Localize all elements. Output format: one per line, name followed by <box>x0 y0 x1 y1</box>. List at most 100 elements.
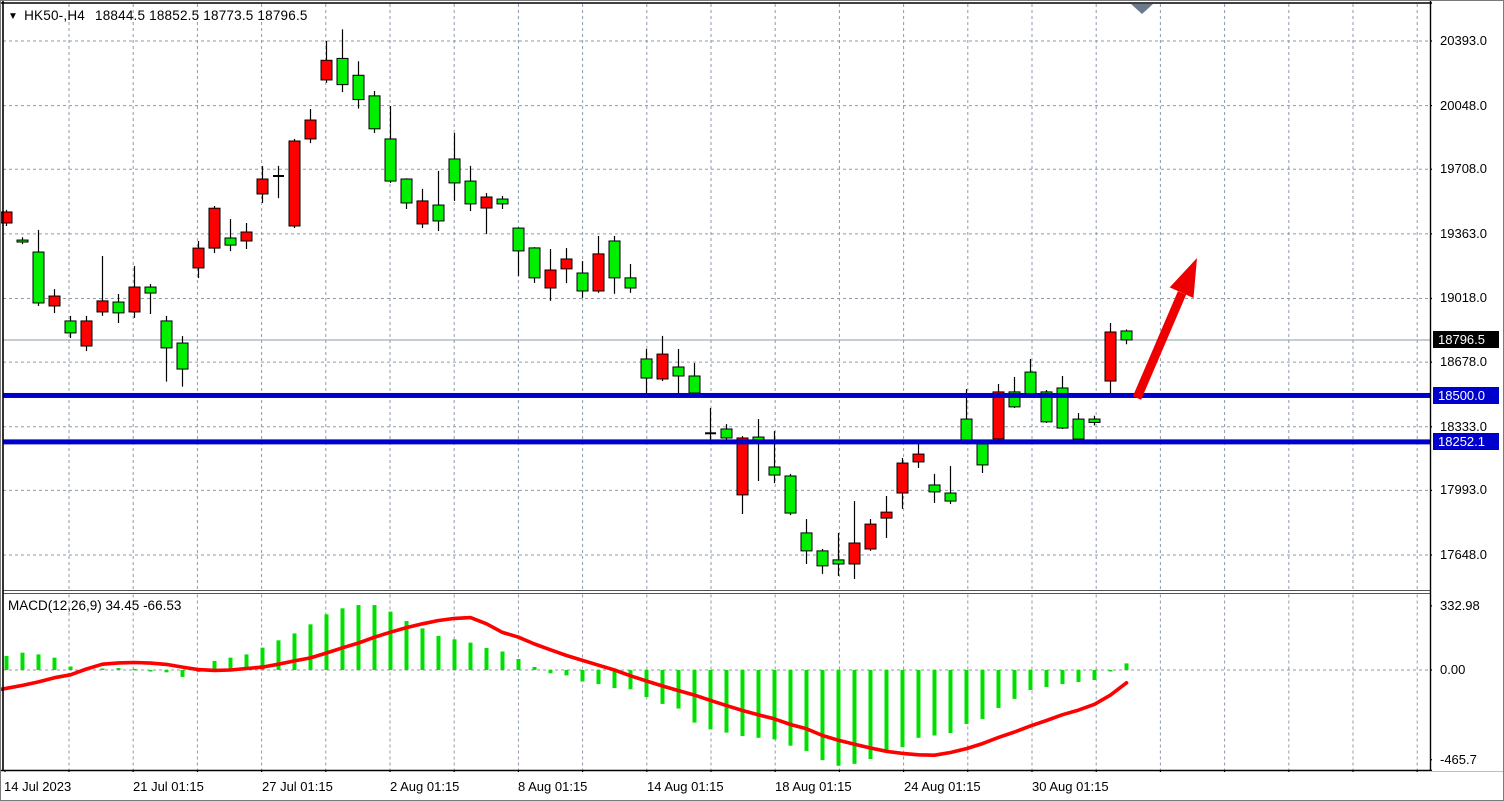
symbol-period-label: HK50-,H4 <box>24 8 85 23</box>
macd-histogram-bar <box>420 628 425 670</box>
macd-histogram-bar <box>4 655 9 670</box>
trend-arrow-shaft[interactable] <box>1132 291 1187 400</box>
up-candle <box>256 178 269 195</box>
down-candle <box>944 492 957 502</box>
down-candle <box>624 277 637 289</box>
macd-histogram-bar <box>228 657 233 670</box>
up-candle <box>416 200 429 225</box>
macd-histogram-bar <box>20 652 25 670</box>
macd-histogram-bar <box>596 670 601 685</box>
down-candle <box>448 158 461 184</box>
macd-histogram-bar <box>836 670 841 766</box>
down-candle <box>64 320 77 334</box>
time-axis-label: 30 Aug 01:15 <box>1032 779 1109 794</box>
macd-histogram-bar <box>868 670 873 760</box>
macd-histogram-bar <box>996 670 1001 708</box>
down-candle <box>976 443 989 466</box>
price-axis-label: 19363.0 <box>1440 225 1487 241</box>
time-axis[interactable]: 14 Jul 2023 21 Jul 01:15 27 Jul 01:15 2 Aug… <box>1 772 1503 800</box>
macd-histogram-bar <box>148 670 153 672</box>
macd-histogram-bar <box>516 659 521 670</box>
macd-histogram-bar <box>260 647 265 670</box>
macd-histogram-bar <box>436 635 441 670</box>
up-candle <box>1104 331 1117 382</box>
down-candle <box>1008 391 1021 408</box>
down-candle <box>352 74 365 101</box>
macd-axis-label: 332.98 <box>1440 597 1480 613</box>
down-candle <box>784 475 797 514</box>
macd-histogram-bar <box>324 614 329 670</box>
down-candle <box>1040 391 1053 423</box>
up-candle <box>992 391 1005 440</box>
macd-histogram-bar <box>1044 670 1049 687</box>
time-axis-label: 14 Jul 2023 <box>4 779 72 794</box>
ohlc-values: 18844.5 18852.5 18773.5 18796.5 <box>94 8 308 23</box>
macd-histogram-bar <box>580 670 585 682</box>
trend-arrow-head[interactable] <box>1169 258 1197 298</box>
macd-histogram-bar <box>932 670 937 736</box>
top-marker-icon <box>1131 4 1153 14</box>
time-axis-label: 21 Jul 01:15 <box>133 779 204 794</box>
macd-axis-label: -465.7 <box>1440 751 1477 767</box>
macd-histogram-bar <box>532 666 537 670</box>
up-candle <box>880 511 893 519</box>
macd-histogram-bar <box>180 670 185 677</box>
macd-histogram-bar <box>276 640 281 670</box>
up-candle <box>320 59 333 81</box>
macd-histogram-bar <box>468 642 473 670</box>
macd-histogram-bar <box>36 654 41 670</box>
macd-histogram-bar <box>548 670 553 674</box>
macd-histogram-bar <box>1124 663 1129 670</box>
down-candle <box>832 559 845 565</box>
down-candle <box>1056 387 1069 429</box>
macd-histogram-bar <box>388 611 393 670</box>
macd-histogram-bar <box>100 668 105 670</box>
price-tag: 18796.5 <box>1433 331 1499 349</box>
up-candle <box>736 437 749 496</box>
down-candle <box>528 247 541 279</box>
macd-histogram-bar <box>788 670 793 746</box>
support-level-line[interactable] <box>3 439 1431 445</box>
down-candle <box>1024 371 1037 395</box>
macd-histogram-bar <box>1012 670 1017 699</box>
indicator-label: MACD(12,26,9) 34.45 -66.53 <box>8 598 182 613</box>
time-axis-label: 2 Aug 01:15 <box>390 779 460 794</box>
up-candle <box>240 231 253 242</box>
down-candle <box>496 198 509 205</box>
up-candle <box>208 207 221 249</box>
macd-histogram-bar <box>1076 670 1081 682</box>
macd-histogram-bar <box>564 670 569 676</box>
up-candle <box>560 258 573 270</box>
down-candle <box>672 366 685 377</box>
up-candle <box>480 196 493 209</box>
down-candle <box>144 286 157 294</box>
down-candle <box>32 251 45 304</box>
price-axis[interactable]: 20393.0 20048.0 19708.0 19363.0 19018.0 18678… <box>1432 1 1503 771</box>
price-tag: 18252.1 <box>1433 433 1499 451</box>
macd-histogram-bar <box>628 670 633 690</box>
macd-histogram-bar <box>900 670 905 748</box>
macd-histogram-bar <box>1060 670 1065 685</box>
down-candle <box>768 466 781 476</box>
symbol-dropdown-icon[interactable]: ▼ <box>8 11 19 22</box>
support-level-line[interactable] <box>3 392 1431 398</box>
down-candle <box>1072 418 1085 440</box>
down-candle <box>112 301 125 314</box>
up-candle <box>592 253 605 292</box>
macd-histogram-bar <box>820 670 825 761</box>
up-candle <box>288 140 301 227</box>
price-axis-label: 20048.0 <box>1440 97 1487 113</box>
up-candle <box>912 453 925 463</box>
down-candle <box>160 320 173 349</box>
down-candle <box>384 138 397 182</box>
macd-histogram-bar <box>772 670 777 740</box>
macd-histogram-bar <box>244 654 249 670</box>
macd-histogram-bar <box>404 621 409 670</box>
time-axis-label: 24 Aug 01:15 <box>904 779 981 794</box>
macd-histogram-bar <box>132 668 137 671</box>
macd-histogram-bar <box>292 633 297 670</box>
price-tag: 18500.0 <box>1433 386 1499 404</box>
down-candle <box>400 178 413 204</box>
up-candle <box>896 462 909 494</box>
